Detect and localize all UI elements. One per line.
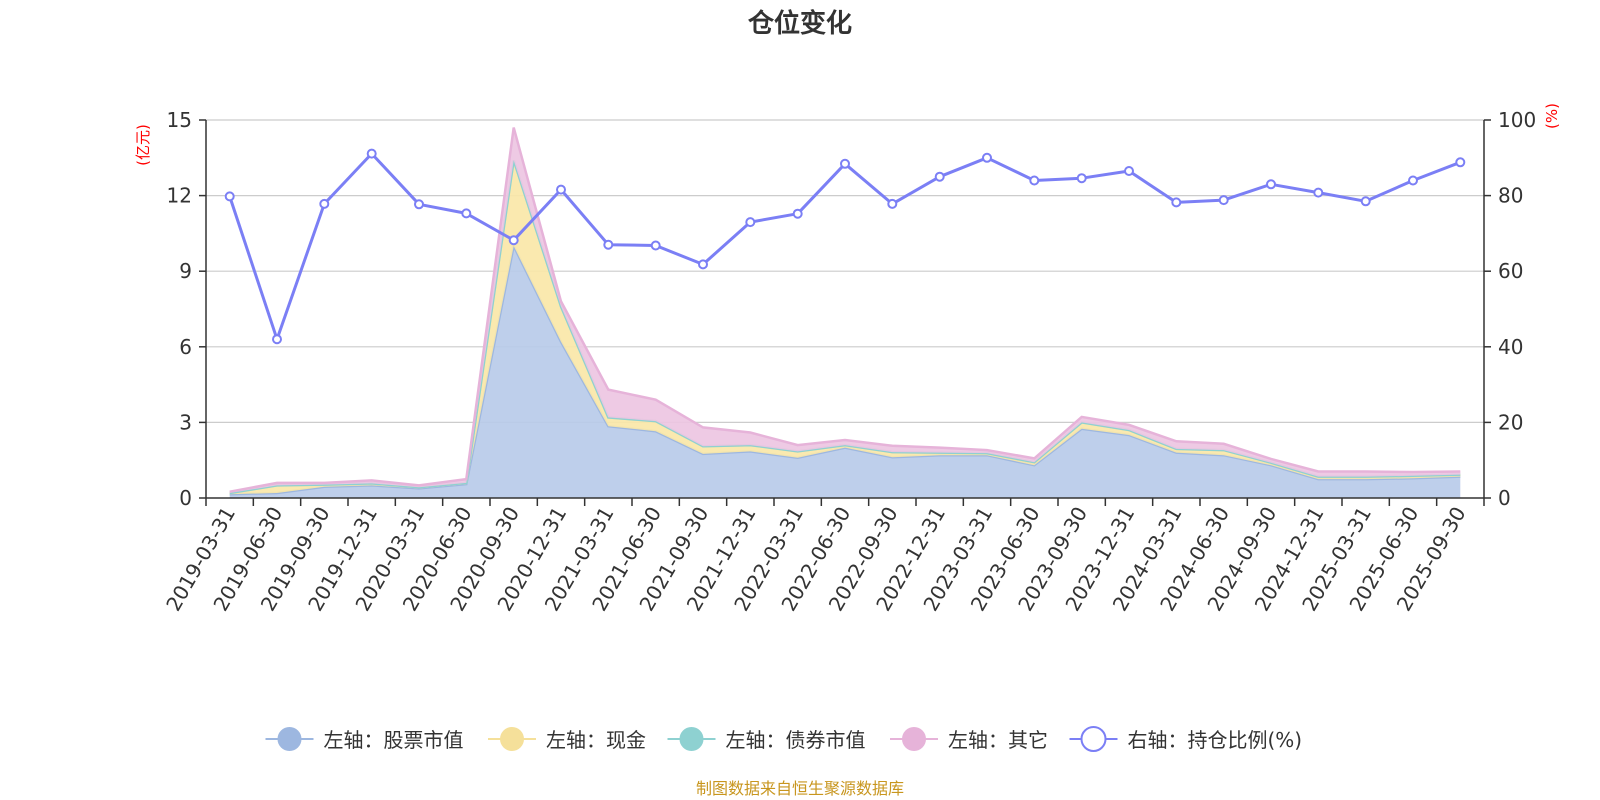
left-axis-tick-label: 9 bbox=[179, 259, 192, 283]
ratio-line bbox=[224, 148, 1466, 345]
ratio-point bbox=[556, 184, 566, 195]
ratio-point bbox=[792, 208, 803, 219]
ratio-point bbox=[1313, 187, 1324, 198]
right-axis-tick-label: 60 bbox=[1498, 259, 1523, 283]
left-axis-tick-label: 3 bbox=[179, 410, 192, 434]
legend: 左轴：股票市值 左轴：现金 左轴：债券市值 左轴：其它 右轴：持仓比例(%) bbox=[265, 726, 1303, 752]
legend-label: 左轴：债券市值 bbox=[726, 728, 866, 752]
ratio-point bbox=[1360, 196, 1371, 207]
ratio-point bbox=[1266, 179, 1276, 190]
area-series bbox=[229, 160, 1461, 495]
area-series bbox=[229, 127, 1461, 493]
ratio-point bbox=[224, 191, 235, 202]
legend-item[interactable]: 左轴：债券市值 bbox=[667, 727, 866, 752]
legend-marker bbox=[679, 727, 704, 751]
legend-marker bbox=[902, 727, 926, 751]
grid-lines bbox=[206, 119, 1484, 423]
left-axis-tick-label: 15 bbox=[167, 108, 192, 132]
ratio-point bbox=[745, 217, 756, 228]
ratio-point bbox=[461, 208, 472, 219]
legend-marker bbox=[500, 727, 524, 751]
area-series-edge bbox=[229, 127, 1461, 493]
legend-item[interactable]: 左轴：其它 bbox=[890, 727, 1048, 752]
left-axis-tick-label: 0 bbox=[179, 486, 192, 510]
right-axis-tick-label: 40 bbox=[1498, 335, 1523, 359]
left-axis-tick-label: 12 bbox=[167, 184, 192, 208]
legend-label: 右轴：持仓比例(%) bbox=[1128, 728, 1303, 752]
legend-label: 左轴：现金 bbox=[546, 728, 646, 752]
ratio-point bbox=[508, 235, 519, 246]
ratio-point bbox=[840, 158, 850, 169]
ratio-point bbox=[650, 240, 661, 251]
ratio-point bbox=[1076, 173, 1087, 184]
data-source-note: 制图数据来自恒生聚源数据库 bbox=[696, 779, 904, 798]
left-axis-unit: (亿元) bbox=[134, 124, 152, 166]
left-axis-tick-label: 6 bbox=[179, 335, 192, 359]
ratio-point bbox=[887, 198, 898, 209]
ratio-point bbox=[698, 259, 708, 270]
ratio-point bbox=[319, 198, 330, 209]
right-axis-tick-label: 0 bbox=[1498, 486, 1511, 510]
legend-label: 左轴：股票市值 bbox=[324, 728, 464, 752]
right-axis-tick-label: 20 bbox=[1498, 410, 1523, 434]
ratio-point bbox=[1218, 195, 1229, 206]
ratio-point bbox=[1029, 175, 1040, 186]
ratio-line-path bbox=[228, 152, 1461, 341]
legend-item[interactable]: 右轴：持仓比例(%) bbox=[1069, 726, 1303, 752]
axes: 036912150204060801002019-03-312019-06-30… bbox=[161, 108, 1536, 615]
chart-title: 仓位变化 bbox=[747, 8, 852, 39]
ratio-point bbox=[366, 148, 377, 159]
ratio-point bbox=[603, 239, 614, 250]
ratio-point bbox=[982, 152, 992, 163]
legend-marker bbox=[277, 727, 302, 751]
legend-item[interactable]: 左轴：现金 bbox=[488, 727, 646, 752]
ratio-point bbox=[934, 171, 945, 182]
right-axis-tick-label: 80 bbox=[1498, 184, 1523, 208]
right-axis-unit: (%) bbox=[1543, 103, 1561, 129]
ratio-point bbox=[414, 199, 424, 210]
stacked-areas bbox=[229, 127, 1461, 498]
ratio-point bbox=[1124, 166, 1134, 176]
right-axis-tick-label: 100 bbox=[1498, 108, 1536, 132]
ratio-point bbox=[1171, 197, 1182, 208]
legend-marker bbox=[1080, 726, 1107, 752]
area-series bbox=[229, 246, 1461, 498]
ratio-point bbox=[1455, 157, 1466, 168]
ratio-point bbox=[1408, 175, 1418, 186]
ratio-point bbox=[272, 334, 282, 345]
legend-label: 左轴：其它 bbox=[948, 728, 1048, 752]
legend-item[interactable]: 左轴：股票市值 bbox=[265, 727, 464, 752]
